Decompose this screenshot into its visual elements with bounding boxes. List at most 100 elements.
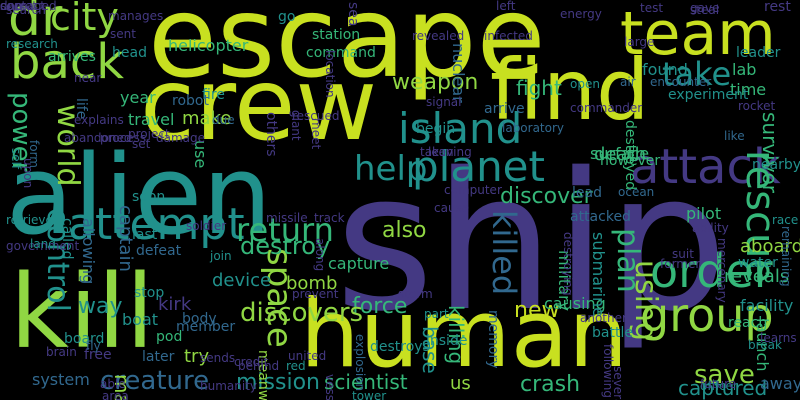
cloud-word: soldier [186, 219, 227, 233]
cloud-word: future [700, 377, 737, 391]
cloud-word: station [312, 27, 361, 43]
cloud-word: set [132, 137, 151, 151]
cloud-word: kill [10, 253, 155, 372]
cloud-word: near [74, 71, 102, 85]
cloud-word: damage [156, 131, 206, 145]
cloud-word: one [0, 0, 23, 13]
cloud-word: submarine [589, 232, 608, 318]
cloud-word: mercenary [715, 238, 729, 303]
cloud-word: pod [156, 329, 183, 345]
cloud-word: order [650, 244, 773, 298]
cloud-word: nuclear [449, 43, 468, 103]
cloud-word: destroy [240, 232, 331, 260]
cloud-word: former [660, 257, 701, 271]
cloud-word: planet [412, 142, 545, 191]
cloud-word: learns [760, 331, 797, 345]
cloud-word: group [640, 288, 774, 342]
cloud-word: new [514, 298, 560, 323]
cloud-word: join [210, 249, 232, 263]
cloud-word: fire [202, 87, 225, 103]
cloud-word: energy [560, 7, 602, 21]
cloud-word: test [640, 1, 664, 15]
cloud-word: member [176, 319, 236, 335]
cloud-word: scientist [324, 370, 408, 394]
cloud-word: island [398, 104, 523, 153]
cloud-word: captured [678, 376, 768, 400]
cloud-word: lead [572, 185, 602, 201]
cloud-word: survivor [758, 112, 782, 194]
cloud-word: defeat [136, 243, 182, 259]
cloud-word: way [78, 294, 123, 319]
cloud-word: destroying [561, 232, 575, 296]
cloud-word: along [313, 238, 327, 272]
cloud-word: explosion [353, 334, 367, 392]
cloud-word: crew [140, 46, 378, 163]
cloud-word: water [738, 255, 778, 271]
cloud-word: rest [764, 0, 791, 15]
cloud-word: death [594, 144, 646, 165]
cloud-word: red [286, 359, 306, 373]
cloud-word: lab [732, 60, 757, 79]
cloud-word: command [306, 45, 376, 61]
cloud-word: system [32, 370, 90, 389]
cloud-word: helicopter [168, 36, 249, 55]
cloud-word: human [300, 280, 628, 389]
cloud-word: laboratory [502, 121, 565, 135]
cloud-word: weapon [392, 70, 479, 95]
cloud-word: credit [234, 355, 269, 369]
cloud-word: signal [426, 95, 462, 109]
cloud-word: battle [592, 325, 633, 341]
cloud-word: suit [672, 247, 694, 261]
cloud-word: aboard [740, 236, 800, 257]
cloud-word: crash [520, 372, 581, 397]
cloud-word: large [624, 35, 655, 49]
cloud-word: taken [420, 145, 454, 159]
cloud-word: left [496, 0, 516, 13]
cloud-word: inside [426, 333, 468, 349]
cloud-word: revealed [412, 29, 465, 43]
cloud-word: away [760, 374, 800, 393]
cloud-word: sends [200, 351, 236, 365]
cloud-word: travel [128, 110, 175, 129]
cloud-word: abandoned [64, 131, 132, 145]
cloud-word: storm [398, 287, 433, 301]
cloud-word: following [601, 344, 615, 398]
cloud-word: try [184, 346, 210, 367]
cloud-word: robot [172, 93, 209, 109]
cloud-word: mission [236, 370, 320, 395]
cloud-word: ship [335, 132, 728, 353]
cloud-word: using [628, 260, 663, 342]
cloud-word: make [182, 108, 232, 129]
cloud-word: year [120, 88, 156, 107]
cloud-word: sea [345, 2, 361, 27]
cloud-word: retrieve [6, 213, 53, 227]
cloud-word: found [642, 60, 688, 79]
cloud-word: board [64, 331, 105, 347]
cloud-word: giant [289, 110, 303, 141]
cloud-word: also [382, 218, 427, 243]
cloud-word: begin [416, 121, 456, 137]
cloud-word: behind [238, 359, 280, 373]
cloud-word: area [102, 389, 129, 400]
cloud-word: later [142, 349, 175, 365]
cloud-word: process [100, 131, 147, 145]
cloud-word: air [620, 75, 636, 89]
cloud-word: open [570, 77, 600, 91]
cloud-word: attacked [570, 209, 631, 225]
cloud-word: pilot [686, 204, 722, 223]
cloud-word: arrives [48, 49, 96, 65]
cloud-word: us [450, 373, 471, 394]
cloud-word: ocean [618, 185, 655, 199]
cloud-word: united [288, 349, 327, 363]
cloud-word: rescued [292, 109, 340, 123]
cloud-word: others [263, 112, 279, 157]
cloud-word: free [84, 347, 112, 363]
cloud-word: back [10, 34, 125, 90]
cloud-word: government [6, 239, 80, 253]
cloud-word: brain [46, 345, 77, 359]
cloud-word: rocket [738, 99, 776, 113]
cloud-word: escape [148, 0, 546, 103]
cloud-word: soon [132, 189, 166, 205]
cloud-word: encounter [650, 75, 712, 89]
cloud-word: save [694, 360, 755, 390]
